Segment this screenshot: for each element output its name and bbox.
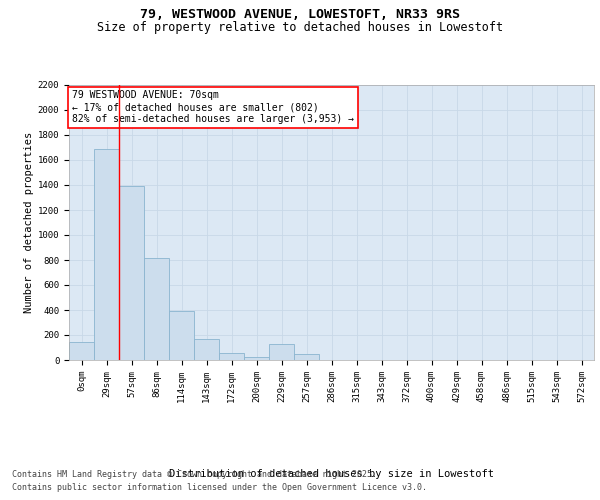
X-axis label: Distribution of detached houses by size in Lowestoft: Distribution of detached houses by size … [169, 468, 494, 478]
Text: 79 WESTWOOD AVENUE: 70sqm
← 17% of detached houses are smaller (802)
82% of semi: 79 WESTWOOD AVENUE: 70sqm ← 17% of detac… [71, 90, 353, 124]
Y-axis label: Number of detached properties: Number of detached properties [23, 132, 34, 313]
Bar [194, 339, 219, 360]
Text: Contains HM Land Registry data © Crown copyright and database right 2025.: Contains HM Land Registry data © Crown c… [12, 470, 377, 479]
Bar [94, 148, 119, 360]
Bar [269, 344, 294, 360]
Text: Contains public sector information licensed under the Open Government Licence v3: Contains public sector information licen… [12, 484, 427, 492]
Bar [219, 353, 244, 360]
Text: Size of property relative to detached houses in Lowestoft: Size of property relative to detached ho… [97, 21, 503, 34]
Bar [69, 342, 94, 360]
Bar [144, 258, 169, 360]
Bar [119, 186, 144, 360]
Text: 79, WESTWOOD AVENUE, LOWESTOFT, NR33 9RS: 79, WESTWOOD AVENUE, LOWESTOFT, NR33 9RS [140, 8, 460, 20]
Bar [294, 354, 319, 360]
Bar [244, 357, 269, 360]
Bar [169, 311, 194, 360]
